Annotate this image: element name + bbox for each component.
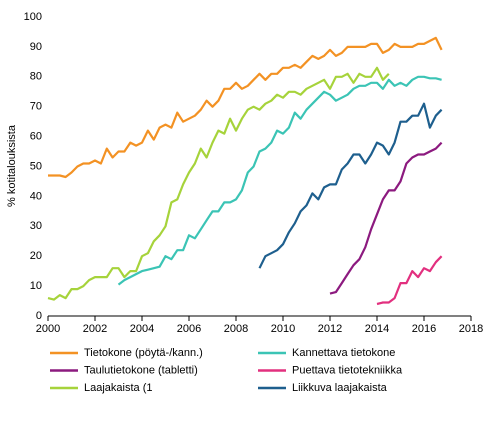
y-axis-label: % kotitalouksista: [6, 124, 18, 207]
series-line: [258, 102, 443, 269]
x-tick-label: 2012: [318, 323, 342, 335]
x-tick-label: 2016: [412, 323, 436, 335]
y-tick-label: 10: [30, 280, 42, 292]
y-tick-label: 20: [30, 250, 42, 262]
series-line: [329, 141, 443, 295]
y-tick-label: 90: [30, 41, 42, 53]
y-tick-label: 40: [30, 190, 42, 202]
x-tick-label: 2002: [83, 323, 107, 335]
series-line: [47, 66, 390, 301]
x-tick-label: 2004: [130, 323, 154, 335]
y-tick-label: 0: [36, 310, 42, 322]
legend-label: Liikkuva laajakaista: [292, 382, 388, 394]
x-tick-label: 2006: [177, 323, 201, 335]
y-tick-label: 100: [24, 11, 42, 23]
y-tick-label: 50: [30, 160, 42, 172]
series-line: [48, 36, 443, 179]
legend-label: Laajakaista (1: [84, 382, 153, 394]
series-line: [376, 255, 443, 306]
series-line: [117, 75, 442, 286]
y-tick-label: 60: [30, 131, 42, 143]
legend-label: Kannettava tietokone: [292, 347, 395, 359]
y-tick-label: 30: [30, 220, 42, 232]
y-tick-label: 70: [30, 101, 42, 113]
x-tick-label: 2018: [459, 323, 483, 335]
legend-label: Tietokone (pöytä-/kann.): [84, 347, 203, 359]
x-tick-label: 2000: [36, 323, 60, 335]
x-tick-label: 2014: [365, 323, 389, 335]
legend-label: Puettava tietotekniikka: [292, 364, 403, 376]
x-tick-label: 2008: [224, 323, 248, 335]
x-tick-label: 2010: [271, 323, 295, 335]
legend-label: Taulutietokone (tabletti): [84, 364, 198, 376]
y-tick-label: 80: [30, 71, 42, 83]
